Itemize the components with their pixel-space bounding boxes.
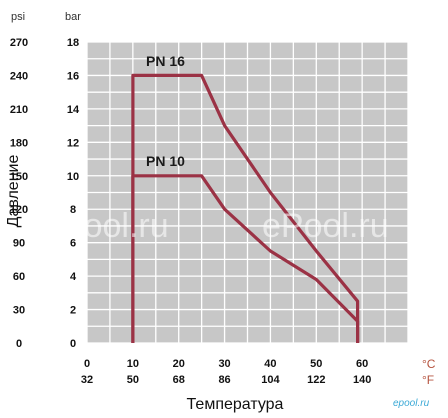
y-tick-bar: 16 — [67, 70, 79, 82]
y-tick-psi: 210 — [10, 104, 28, 116]
x-tick-celsius: 10 — [127, 358, 139, 370]
y-axis-label: Давление — [5, 155, 22, 228]
celsius-unit-label: °C — [422, 357, 436, 371]
y-tick-psi: 90 — [13, 238, 25, 250]
y-tick-bar: 6 — [70, 238, 76, 250]
x-tick-celsius: 60 — [356, 358, 368, 370]
x-axis-label: Температура — [187, 396, 284, 413]
y-tick-psi: 270 — [10, 37, 28, 49]
fahrenheit-unit-label: °F — [422, 373, 434, 387]
bar-unit-label: bar — [65, 11, 81, 23]
x-tick-celsius: 0 — [84, 358, 90, 370]
tick-labels: 0023046069081201015012180142101624018270… — [10, 37, 372, 386]
y-tick-psi: 240 — [10, 70, 28, 82]
series-line-pn10 — [131, 174, 360, 343]
x-tick-celsius: 20 — [173, 358, 185, 370]
y-tick-bar: 4 — [70, 271, 77, 283]
psi-unit-label: psi — [11, 11, 25, 23]
y-tick-psi: 60 — [13, 271, 25, 283]
y-tick-bar: 10 — [67, 171, 79, 183]
brand-logo: epool.ru — [393, 398, 430, 409]
y-tick-bar: 14 — [67, 104, 80, 116]
y-tick-bar: 8 — [70, 204, 76, 216]
x-tick-fahrenheit: 68 — [173, 374, 185, 386]
y-tick-bar: 2 — [70, 305, 76, 317]
x-tick-fahrenheit: 122 — [307, 374, 325, 386]
y-tick-bar: 12 — [67, 137, 79, 149]
x-tick-celsius: 50 — [310, 358, 322, 370]
x-tick-celsius: 40 — [264, 358, 276, 370]
x-tick-fahrenheit: 50 — [127, 374, 139, 386]
x-tick-fahrenheit: 104 — [261, 374, 280, 386]
series-group — [131, 73, 360, 343]
y-tick-psi: 150 — [10, 171, 28, 183]
x-tick-fahrenheit: 86 — [218, 374, 230, 386]
x-tick-fahrenheit: 140 — [353, 374, 371, 386]
series-label-pn16: PN 16 — [146, 53, 185, 69]
watermark-right: ePool.ru — [262, 207, 389, 245]
y-tick-psi: 180 — [10, 137, 28, 149]
watermark-left: ePool.ru — [42, 207, 169, 245]
x-tick-celsius: 30 — [218, 358, 230, 370]
y-tick-psi: 30 — [13, 305, 25, 317]
y-tick-psi: 120 — [10, 204, 28, 216]
y-tick-bar: 0 — [70, 338, 76, 350]
y-tick-bar: 18 — [67, 37, 79, 49]
series-line-pn16 — [131, 73, 360, 343]
y-tick-psi: 0 — [16, 338, 22, 350]
x-tick-fahrenheit: 32 — [81, 374, 93, 386]
series-label-pn10: PN 10 — [146, 153, 185, 169]
